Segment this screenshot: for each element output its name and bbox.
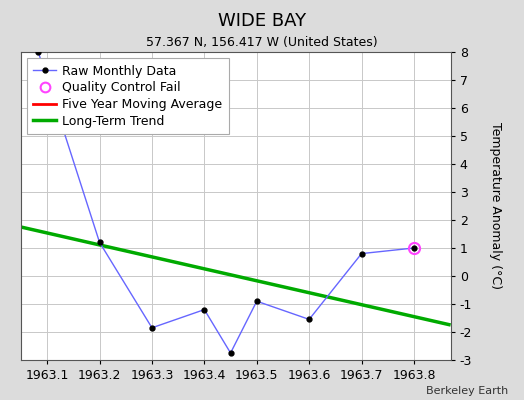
Legend: Raw Monthly Data, Quality Control Fail, Five Year Moving Average, Long-Term Tren: Raw Monthly Data, Quality Control Fail, … (27, 58, 228, 134)
Text: 57.367 N, 156.417 W (United States): 57.367 N, 156.417 W (United States) (146, 36, 378, 49)
Y-axis label: Temperature Anomaly (°C): Temperature Anomaly (°C) (489, 122, 501, 290)
Text: Berkeley Earth: Berkeley Earth (426, 386, 508, 396)
Text: WIDE BAY: WIDE BAY (218, 12, 306, 30)
